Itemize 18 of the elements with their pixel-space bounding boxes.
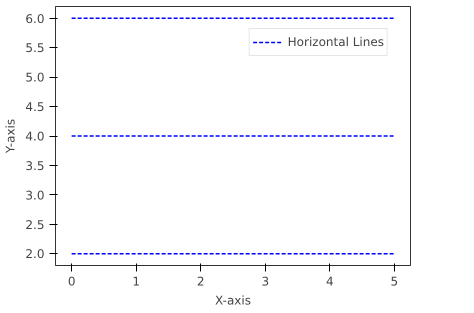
y-tick-label: 5.5 [25, 41, 45, 56]
y-tick-label: 2.0 [25, 247, 45, 262]
x-tick-label: 0 [68, 274, 76, 288]
y-tick-label: 4.0 [25, 130, 45, 144]
legend-label: Horizontal Lines [288, 35, 384, 49]
y-tick-label: 3.0 [25, 188, 45, 202]
x-tick-label: 5 [390, 274, 398, 288]
y-tick-label: 4.5 [25, 100, 45, 114]
x-tick-label: 1 [132, 274, 140, 288]
x-tick-label: 2 [196, 274, 205, 288]
y-tick-label: 2.5 [25, 218, 45, 232]
x-tick-label: 3 [261, 274, 270, 288]
y-axis-title: Y-axis [3, 118, 18, 154]
x-axis-title: X-axis [215, 294, 252, 308]
y-tick-label: 6.0 [25, 12, 45, 26]
y-tick-label: 3.5 [25, 158, 45, 173]
x-tick-label: 4 [326, 274, 334, 288]
y-tick-label: 5.0 [25, 70, 45, 85]
